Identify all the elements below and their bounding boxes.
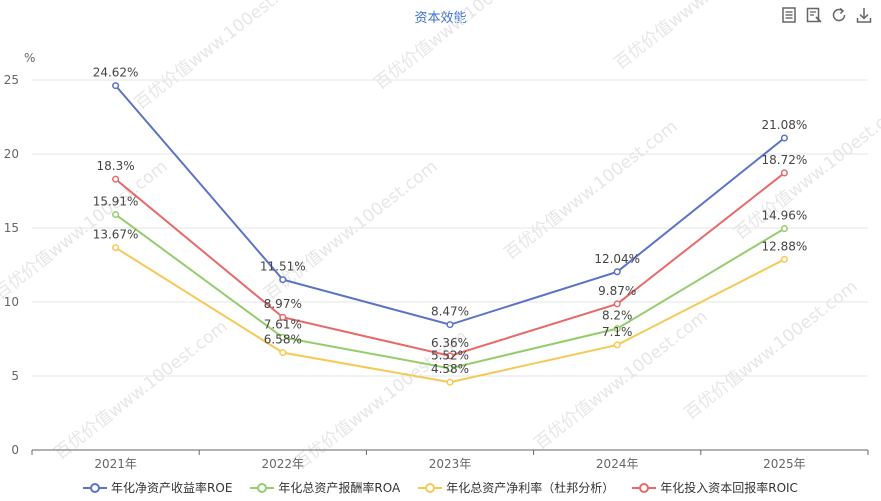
data-point[interactable]: [112, 175, 120, 183]
watermark-text: 百优价值www.100est.com: [51, 317, 232, 464]
data-point[interactable]: [112, 210, 120, 219]
chart-toolbar: [780, 6, 873, 24]
data-label: 4.58%: [431, 362, 469, 376]
legend-item[interactable]: 年化净资产收益率ROE: [83, 479, 232, 496]
data-label: 15.91%: [93, 195, 139, 209]
y-tick-label: 25: [4, 73, 19, 87]
data-label: 18.3%: [97, 159, 135, 173]
y-tick-label: 10: [4, 295, 19, 309]
data-label: 12.04%: [594, 252, 640, 266]
data-label: 13.67%: [93, 228, 139, 242]
legend-label: 年化投入资本回报率ROIC: [660, 481, 798, 495]
x-tick-label: 2025年: [763, 457, 806, 471]
chart-title: 资本效能: [414, 11, 467, 26]
x-tick-label: 2021年: [94, 457, 137, 471]
data-label: 7.1%: [602, 325, 633, 339]
data-label: 8.47%: [431, 305, 469, 319]
data-point[interactable]: [780, 255, 788, 263]
data-view-icon[interactable]: [780, 6, 798, 24]
data-label: 9.87%: [598, 284, 636, 298]
data-point[interactable]: [446, 364, 454, 372]
legend-swatch-icon: [83, 482, 108, 493]
data-label: 6.36%: [431, 336, 469, 350]
data-label: 11.51%: [260, 260, 306, 274]
data-label: 21.08%: [762, 118, 808, 132]
legend-swatch-icon: [632, 482, 657, 493]
data-point[interactable]: [446, 321, 454, 329]
legend: 年化净资产收益率ROE 年化总资产报酬率ROA 年化总资产净利率（杜邦分析） 年化投入…: [0, 479, 881, 496]
data-point[interactable]: [446, 378, 454, 386]
legend-swatch-icon: [250, 482, 275, 493]
legend-swatch-icon: [418, 482, 443, 493]
data-label: 8.97%: [264, 297, 302, 311]
legend-item[interactable]: 年化总资产报酬率ROA: [250, 479, 400, 496]
legend-label: 年化净资产收益率ROE: [111, 481, 233, 495]
data-point[interactable]: [112, 244, 120, 252]
data-point[interactable]: [613, 325, 621, 333]
data-label: 7.61%: [264, 317, 302, 331]
data-label: 18.72%: [762, 153, 808, 167]
data-label: 5.52%: [431, 348, 469, 362]
grid-lines: [32, 79, 868, 377]
data-label: 14.96%: [762, 209, 808, 223]
data-label: 6.58%: [264, 333, 302, 347]
data-point[interactable]: [780, 134, 788, 142]
data-point[interactable]: [446, 352, 454, 360]
legend-label: 年化总资产净利率（杜邦分析）: [446, 481, 615, 495]
y-axis-label: %: [24, 51, 35, 65]
data-label: 24.62%: [93, 66, 139, 80]
data-point[interactable]: [613, 300, 621, 308]
data-labels: 24.62% 11.51% 8.47% 12.04% 21.08% 15.91% 7.61%…: [93, 66, 808, 377]
series-layer: [112, 82, 788, 386]
data-point[interactable]: [613, 341, 621, 349]
x-tick-label: 2023年: [429, 457, 472, 471]
data-point[interactable]: [279, 276, 287, 284]
y-tick-label: 15: [4, 221, 19, 235]
watermark-text: 百优价值www.100est.com: [0, 157, 171, 304]
y-tick-label: 5: [11, 369, 19, 383]
watermark-text: 百优价值www.100est.com: [611, 0, 792, 74]
data-point[interactable]: [279, 349, 287, 357]
data-point[interactable]: [279, 333, 287, 341]
x-tick-label: 2022年: [262, 457, 305, 471]
data-point[interactable]: [279, 313, 287, 321]
y-tick-label: 20: [4, 147, 19, 161]
chart-type-icon[interactable]: [805, 6, 823, 24]
restore-icon[interactable]: [830, 6, 848, 24]
data-label: 12.88%: [762, 239, 808, 253]
data-label: 8.2%: [602, 309, 633, 323]
download-icon[interactable]: [855, 6, 873, 24]
data-point[interactable]: [780, 225, 788, 233]
data-point[interactable]: [780, 169, 788, 177]
y-tick-label: 0: [11, 443, 19, 457]
watermark-text: 百优价值www.100est.com: [131, 0, 312, 114]
legend-item[interactable]: 年化总资产净利率（杜邦分析）: [418, 479, 614, 496]
x-tick-label: 2024年: [596, 457, 639, 471]
axes: 0 5 10 15 20 25% 2021年 2022年 2023年 2024年 2025年: [4, 51, 869, 471]
data-point[interactable]: [112, 82, 120, 90]
data-point[interactable]: [613, 268, 621, 276]
legend-item[interactable]: 年化投入资本回报率ROIC: [632, 479, 798, 496]
legend-label: 年化总资产报酬率ROA: [278, 481, 401, 495]
